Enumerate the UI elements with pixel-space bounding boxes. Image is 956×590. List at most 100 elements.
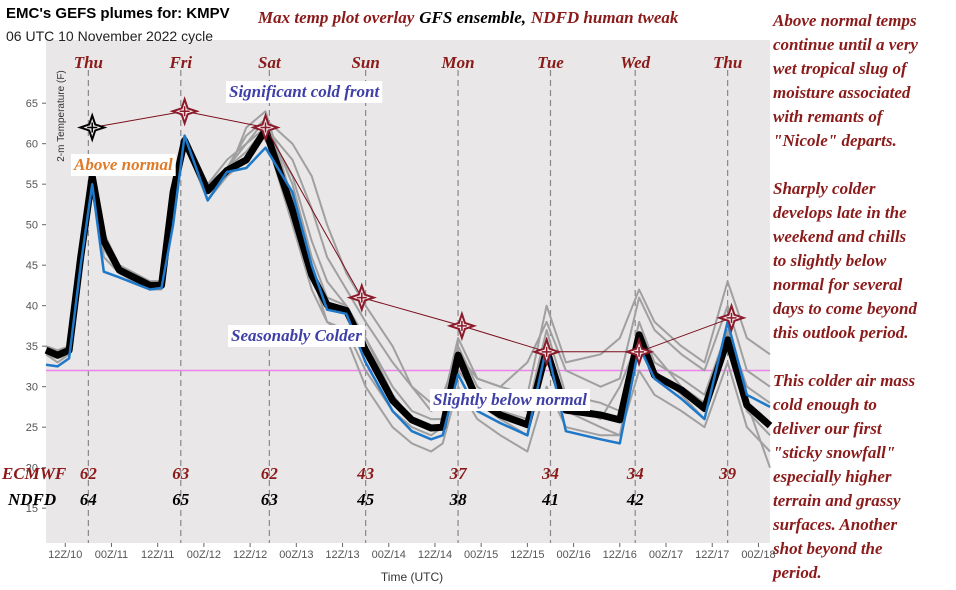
x-tick-label: 00Z/14	[372, 549, 406, 561]
x-tick-label: 12Z/16	[603, 549, 637, 561]
discussion-line: continue until a very	[773, 35, 918, 54]
x-tick-label: 12Z/15	[510, 549, 544, 561]
title-part: NDFD human tweak	[530, 8, 679, 27]
table-value: 45	[356, 490, 375, 509]
day-label: Thu	[74, 53, 103, 72]
discussion-line: days to come beyond	[773, 299, 917, 318]
y-tick-label: 45	[26, 260, 38, 272]
y-tick-label: 60	[26, 139, 38, 151]
title-part: Max temp plot overlay	[257, 8, 415, 27]
y-axis-label: 2-m Temperature (F)	[56, 70, 67, 162]
discussion-line: Above normal temps	[772, 11, 917, 30]
discussion-line: This colder air mass	[773, 371, 916, 390]
plot-area	[46, 40, 770, 543]
marker-cross	[634, 346, 645, 357]
day-label: Mon	[441, 53, 475, 72]
table-value: 38	[449, 490, 468, 509]
table-value: 64	[80, 490, 97, 509]
table-value: 41	[541, 490, 559, 509]
x-tick-label: 12Z/11	[141, 549, 174, 561]
day-label: Sat	[258, 53, 282, 72]
x-tick-label: 12Z/14	[418, 549, 452, 561]
table-value: 43	[356, 464, 375, 483]
overlay-line	[92, 110, 732, 353]
table-value: 39	[718, 464, 737, 483]
y-tick-label: 40	[26, 301, 38, 313]
y-tick-label: 30	[26, 382, 38, 394]
annotation: Above normal	[73, 155, 173, 174]
x-axis-label: Time (UTC)	[381, 570, 443, 584]
marker-cross	[179, 106, 190, 117]
discussion-line: shot beyond the	[772, 539, 883, 558]
marker-cross	[87, 122, 98, 133]
y-tick-label: 25	[26, 422, 38, 434]
table-value: 62	[80, 464, 98, 483]
table-value: 65	[172, 490, 190, 509]
x-tick-label: 12Z/13	[325, 549, 359, 561]
x-tick-label: 12Z/10	[48, 549, 82, 561]
annotation: Seasonably Colder	[231, 326, 362, 345]
day-label: Sun	[351, 53, 379, 72]
x-tick-label: 12Z/12	[233, 549, 267, 561]
table-value: 62	[261, 464, 279, 483]
marker-cross	[726, 312, 737, 323]
discussion-line: "sticky snowfall"	[773, 443, 895, 462]
discussion-line: deliver our first	[773, 419, 883, 438]
day-label: Wed	[620, 53, 650, 72]
day-label: Fri	[168, 53, 192, 72]
marker-cross	[356, 292, 367, 303]
table-row-label: ECMWF	[1, 464, 67, 483]
table-value: 42	[626, 490, 645, 509]
table-row-label: NDFD	[7, 490, 56, 509]
y-tick-label: 50	[26, 220, 38, 232]
chart-title: Max temp plot overlay GFS ensemble, NDFD h…	[257, 8, 679, 27]
x-tick-label: 00Z/15	[464, 549, 498, 561]
series-line	[45, 134, 771, 445]
table-value: 63	[172, 464, 190, 483]
y-tick-label: 15	[26, 503, 38, 515]
annotation-bg	[226, 81, 383, 103]
discussion-line: "Nicole" departs.	[773, 131, 897, 150]
marker-cross	[260, 122, 271, 133]
y-tick-label: 55	[26, 179, 38, 191]
annotation: Slightly below normal	[433, 390, 587, 409]
series-line	[44, 126, 773, 432]
x-tick-label: 00Z/12	[187, 549, 221, 561]
discussion-line: weekend and chills	[773, 227, 907, 246]
annotation-bg	[430, 389, 590, 411]
discussion-line: with remants of	[773, 107, 885, 126]
annotation: Significant cold front	[229, 82, 380, 101]
day-label: Tue	[537, 53, 564, 72]
title-part: GFS ensemble,	[419, 8, 526, 27]
table-value: 34	[541, 464, 559, 483]
table-value: 34	[626, 464, 644, 483]
cycle: 06 UTC 10 November 2022 cycle	[6, 28, 213, 44]
site-title: EMC's GEFS plumes for: KMPV	[6, 5, 230, 22]
y-tick-label: 65	[26, 98, 38, 110]
y-tick-label: 35	[26, 341, 38, 353]
discussion-line: terrain and grassy	[773, 491, 901, 510]
table-value: 37	[449, 464, 469, 483]
discussion-line: this outlook period.	[773, 323, 909, 342]
x-tick-label: 00Z/11	[95, 549, 128, 561]
marker-cross	[456, 320, 467, 331]
discussion-line: cold enough to	[773, 395, 877, 414]
annotation-bg	[71, 154, 176, 176]
y-tick-label: 20	[26, 463, 38, 475]
x-tick-label: 00Z/13	[279, 549, 313, 561]
discussion-line: normal for several	[773, 275, 903, 294]
discussion-line: moisture associated	[773, 83, 911, 102]
table-value: 63	[261, 490, 279, 509]
discussion-line: to slightly below	[773, 251, 887, 270]
x-tick-label: 12Z/17	[695, 549, 729, 561]
discussion-line: wet tropical slug of	[773, 59, 909, 78]
discussion-line: Sharply colder	[773, 179, 876, 198]
day-label: Thu	[713, 53, 742, 72]
discussion-line: especially higher	[773, 467, 892, 486]
marker-cross	[541, 346, 552, 357]
x-tick-label: 00Z/16	[556, 549, 590, 561]
discussion-line: develops late in the	[773, 203, 907, 222]
x-tick-label: 00Z/18	[741, 549, 775, 561]
discussion-line: surfaces. Another	[772, 515, 897, 534]
